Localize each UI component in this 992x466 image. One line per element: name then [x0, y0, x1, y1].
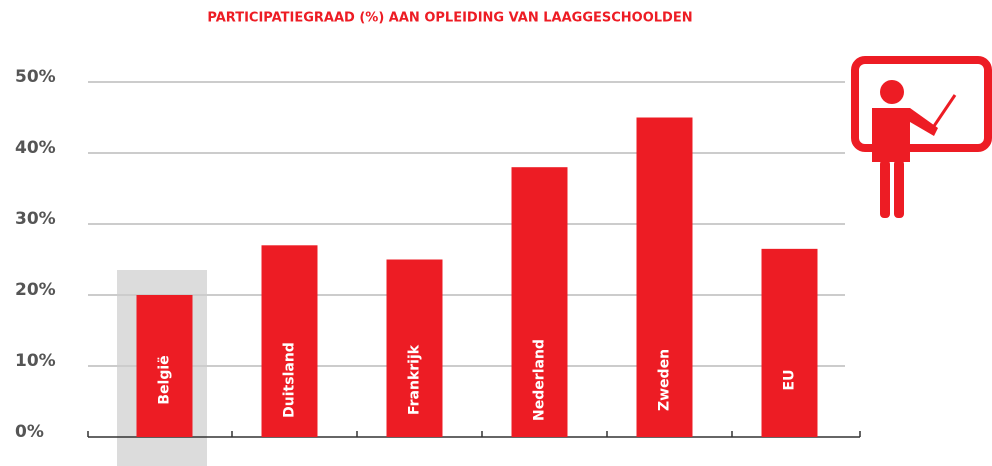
bar [386, 259, 443, 437]
y-tick-label: 50% [15, 67, 56, 87]
x-tick-label: België [157, 355, 173, 404]
y-tick-label: 20% [15, 280, 56, 300]
bar [511, 167, 568, 437]
chart-title: PARTICIPATIEGRAAD (%) AAN OPLEIDING VAN … [207, 11, 692, 26]
y-tick-label: 0% [15, 422, 44, 442]
y-tick-label: 30% [15, 209, 56, 229]
presenter-icon [851, 56, 992, 218]
x-tick-label: Frankrijk [407, 344, 423, 415]
x-tick-label: Zweden [657, 349, 673, 411]
x-tick-label: EU [782, 370, 798, 391]
bar [636, 117, 693, 437]
bar [136, 295, 193, 437]
x-tick-label: Nederland [532, 339, 548, 421]
y-tick-label: 40% [15, 138, 56, 158]
bar [761, 248, 818, 437]
y-tick-label: 10% [15, 351, 56, 371]
x-tick-label: Duitsland [282, 342, 298, 418]
bar [261, 245, 318, 437]
